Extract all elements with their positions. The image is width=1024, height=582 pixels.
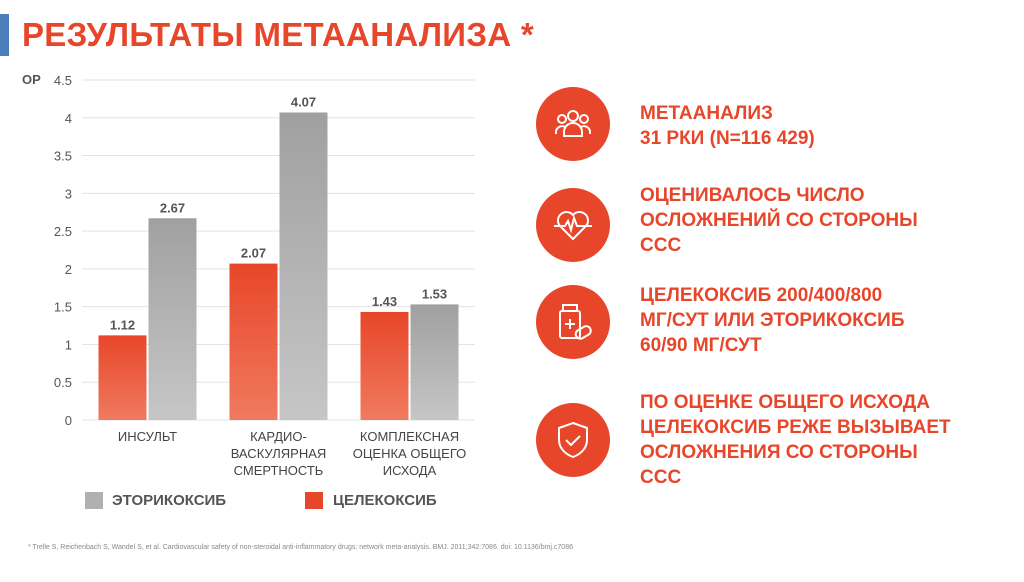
y-axis-label: ОР [22,72,41,87]
accent-bar [0,14,9,56]
item-text-meta: МЕТААНАЛИЗ 31 РКИ (N=116 429) [640,103,815,149]
y-tick-label: 3 [65,186,72,201]
footnote: * Trelle S, Reichenbach S, Wandel S, et … [28,544,573,551]
x-tick-label: КОМПЛЕКСНАЯ ОЦЕНКА ОБЩЕГО ИСХОДА [352,429,467,478]
page-title: РЕЗУЛЬТАТЫ МЕТААНАЛИЗА * [22,16,535,53]
legend-label-etoricoxib: ЭТОРИКОКСИБ [112,492,227,509]
y-tick-label: 0 [65,413,72,428]
y-tick-label: 2 [65,262,72,277]
people-icon [536,87,610,161]
y-tick-label: 3.5 [54,149,72,164]
heart-pulse-icon [536,188,610,262]
shield-check-icon [536,403,610,477]
y-tick-label: 1 [65,337,72,352]
bar [410,304,459,420]
medicine-icon [536,285,610,359]
data-label: 1.43 [372,294,397,309]
item-text-outcomes: ОЦЕНИВАЛОСЬ ЧИСЛО ОСЛОЖНЕНИЙ СО СТОРОНЫ … [640,185,918,256]
bar-chart: ОР 0 0.5 1 1.5 2 2.5 3 3.5 4 4.5 1.12 2.67 2.07 4.07 1… [22,72,475,428]
item-text-doses: ЦЕЛЕКОКСИБ 200/400/800 МГ/СУТ ИЛИ ЭТОРИК… [640,285,905,356]
bar [148,218,197,420]
data-label: 2.07 [241,246,266,261]
bar [98,335,147,420]
data-label: 4.07 [291,94,316,109]
legend-swatch-etoricoxib [85,492,103,509]
data-label: 1.53 [422,286,447,301]
data-label: 2.67 [160,200,185,215]
bar [279,112,328,420]
bar [229,263,278,420]
x-tick-label: КАРДИО- ВАСКУЛЯРНАЯ СМЕРТНОСТЬ [230,429,327,478]
bar [360,311,409,420]
y-tick-label: 0.5 [54,375,72,390]
y-tick-label: 1.5 [54,300,72,315]
item-text-conclusion: ПО ОЦЕНКЕ ОБЩЕГО ИСХОДА ЦЕЛЕКОКСИБ РЕЖЕ … [640,392,951,488]
legend-label-celecoxib: ЦЕЛЕКОКСИБ [333,492,437,509]
x-tick-label: ИНСУЛЬТ [117,429,178,444]
y-tick-label: 2.5 [54,224,72,239]
data-label: 1.12 [110,317,135,332]
y-tick-label: 4.5 [54,73,72,88]
legend-swatch-celecoxib [305,492,323,509]
y-tick-label: 4 [65,111,72,126]
